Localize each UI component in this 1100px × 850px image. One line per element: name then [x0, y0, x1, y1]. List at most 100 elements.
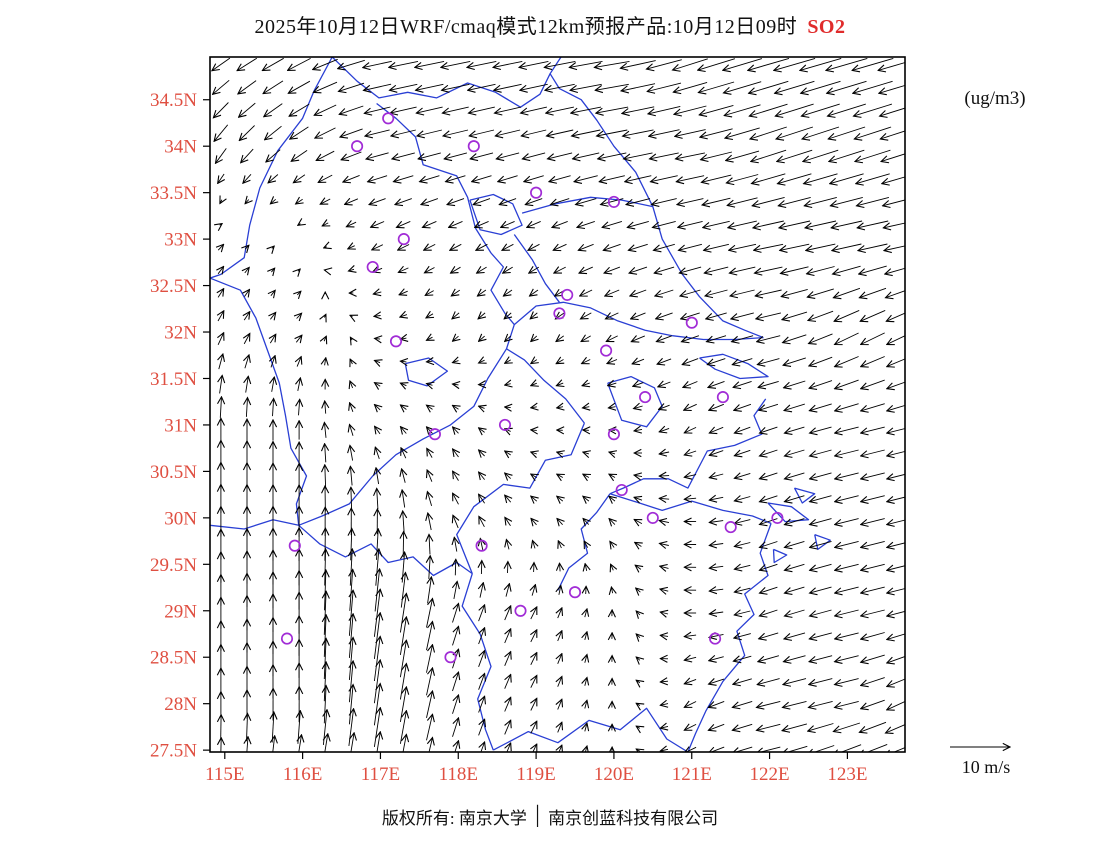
wind-arrow: [373, 636, 380, 682]
wind-arrow: [726, 174, 759, 184]
wind-arrow: [556, 360, 563, 364]
wind-arrow: [366, 152, 389, 159]
wind-arrow: [779, 220, 811, 228]
wind-arrow: [887, 678, 905, 687]
wind-arrow: [418, 152, 441, 159]
wind-arrow: [452, 313, 459, 319]
wind-arrow: [468, 83, 496, 90]
wind-arrow: [752, 196, 785, 205]
wind-arrow: [350, 381, 353, 388]
map-frame: [209, 56, 906, 753]
wind-arrow: [810, 449, 832, 456]
wind-arrow: [632, 359, 645, 364]
wind-arrow: [376, 468, 379, 485]
wind-arrow: [297, 357, 301, 367]
wind-arrow: [748, 57, 790, 70]
wind-arrow: [733, 656, 752, 661]
wind-arrow: [611, 587, 612, 593]
wind-arrow: [709, 657, 724, 661]
wind-arrow: [218, 267, 224, 274]
wind-arrow: [835, 540, 859, 547]
wind-arrow: [785, 586, 805, 593]
wind-arrow: [443, 129, 469, 136]
wind-arrow: [723, 58, 763, 71]
y-tick-label: 30N: [164, 508, 197, 529]
wind-arrow: [734, 543, 751, 547]
wind-arrow: [429, 534, 430, 555]
wind-arrow: [324, 423, 326, 438]
wind-arrow: [499, 198, 517, 205]
wind-arrow: [594, 60, 630, 67]
wind-arrow: [827, 80, 867, 93]
wind-arrow: [604, 266, 621, 273]
wind-arrow: [218, 173, 224, 183]
wind-arrow: [426, 691, 433, 718]
wind-arrow: [585, 632, 587, 641]
wind-arrow: [861, 609, 885, 616]
wind-arrow: [213, 79, 230, 94]
wind-arrow: [452, 604, 459, 623]
wind-arrow: [630, 289, 647, 296]
reference-arrow-label: 10 m/s: [961, 757, 1011, 777]
wind-arrow: [213, 102, 229, 118]
wind-arrow: [505, 675, 511, 689]
wind-arrow: [297, 313, 302, 318]
wind-arrow: [585, 746, 587, 752]
wind-arrow: [391, 129, 416, 136]
wind-arrow: [636, 680, 640, 683]
wind-arrow: [835, 700, 859, 707]
wind-arrow: [220, 224, 222, 226]
wind-arrow: [878, 62, 905, 70]
wind-arrow: [810, 586, 832, 593]
wind-arrow: [558, 745, 562, 752]
wind-arrow: [271, 290, 275, 295]
boundary-yangtze-river: [210, 301, 764, 530]
wind-arrow: [350, 403, 353, 412]
wind-arrow: [607, 360, 618, 364]
wind-arrow: [887, 656, 905, 663]
wind-arrow: [609, 452, 615, 454]
wind-arrow: [803, 149, 839, 161]
wind-arrow: [531, 607, 537, 620]
station-marker: [685, 316, 698, 329]
station-marker: [568, 586, 582, 599]
wind-arrow: [858, 243, 888, 251]
wind-arrow: [521, 106, 548, 113]
wind-arrow: [810, 518, 832, 525]
wind-arrow: [531, 721, 537, 734]
wind-arrow: [476, 244, 488, 250]
wind-arrow: [633, 383, 644, 387]
wind-arrow: [477, 267, 487, 273]
wind-arrow: [270, 312, 275, 319]
wind-arrow: [599, 175, 625, 182]
wind-arrow: [760, 541, 778, 548]
wind-arrow: [585, 723, 587, 732]
wind-arrow: [288, 58, 311, 70]
wind-arrow: [835, 379, 859, 389]
wind-arrow: [239, 125, 255, 141]
wind-arrow: [705, 289, 728, 296]
wind-arrow: [547, 129, 574, 136]
wind-arrow: [373, 660, 380, 704]
wind-arrow: [400, 405, 406, 410]
wind-arrow: [558, 631, 562, 642]
wind-arrow: [883, 199, 905, 205]
wind-arrow: [324, 336, 326, 341]
wind-arrow: [581, 336, 591, 342]
wind-arrow: [426, 714, 433, 741]
wind-arrow: [375, 361, 381, 363]
wind-arrow: [506, 540, 509, 550]
wind-arrow: [855, 149, 891, 161]
wind-arrow: [775, 103, 814, 116]
wind-arrow: [528, 244, 540, 250]
wind-arrow: [245, 355, 249, 369]
wind-arrow: [708, 746, 725, 752]
wind-arrow: [582, 383, 590, 386]
wind-arrow: [298, 269, 300, 271]
wind-arrow: [806, 243, 836, 250]
wind-arrow: [659, 521, 670, 523]
wind-arrow: [835, 426, 859, 433]
station-marker: [615, 483, 628, 497]
wind-arrow: [478, 674, 485, 690]
wind-arrow: [835, 586, 859, 593]
